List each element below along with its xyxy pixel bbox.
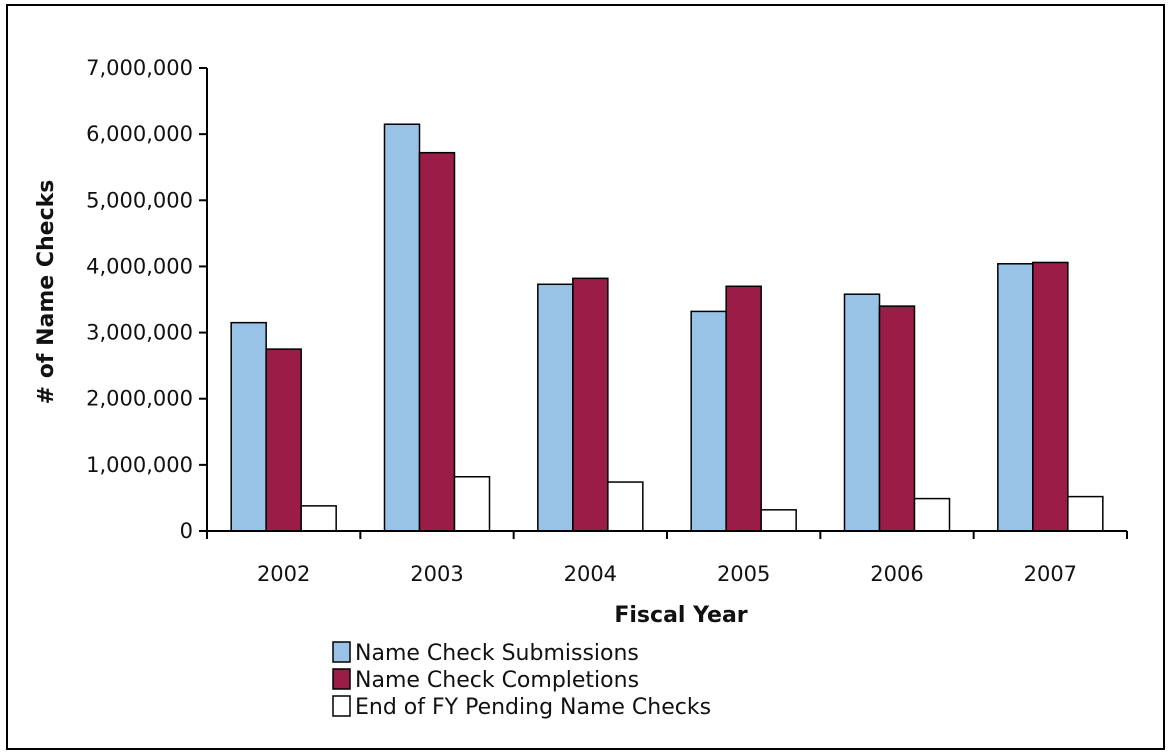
bar-submissions-2006 (843, 293, 881, 532)
bar-pending-2004 (607, 481, 644, 532)
legend-label: End of FY Pending Name Checks (355, 695, 711, 720)
y-tick-label: 2,000,000 (86, 387, 193, 411)
bar-submissions-2002 (230, 321, 267, 532)
y-tick-label: 7,000,000 (86, 56, 193, 80)
axes-group (206, 68, 1127, 532)
y-tick-label: 4,000,000 (86, 254, 193, 278)
legend-swatch (332, 641, 351, 663)
bar-submissions-2005 (690, 310, 727, 532)
x-tick-label: 2007 (1024, 562, 1077, 586)
bar-submissions-2004 (537, 283, 574, 532)
y-tick-label: 5,000,000 (86, 188, 193, 212)
bar-submissions-2003 (383, 123, 421, 532)
x-axis-title: Fiscal Year (614, 603, 747, 628)
x-tick-label: 2004 (564, 562, 617, 586)
bar-pending-2005 (760, 509, 797, 532)
x-tick-label: 2005 (717, 562, 770, 586)
y-axis-title: # of Name Checks (34, 180, 59, 405)
x-tick-label: 2002 (257, 562, 310, 586)
legend-label: Name Check Submissions (355, 641, 639, 666)
legend-swatch (332, 695, 351, 717)
legend-swatch (332, 668, 351, 690)
bar-completions-2005 (725, 285, 762, 532)
bar-completions-2006 (878, 305, 916, 532)
y-tick-label: 0 (180, 519, 193, 543)
bar-pending-2003 (453, 476, 491, 532)
bar-pending-2002 (300, 505, 337, 532)
x-tick-label: 2006 (870, 562, 923, 586)
bar-completions-2004 (572, 277, 609, 532)
y-tick-label: 3,000,000 (86, 321, 193, 345)
bar-pending-2006 (913, 497, 951, 532)
y-ticks-group: 0 1,000,000 2,000,000 3,000,000 4,000,000 5,0… (86, 56, 207, 543)
bar-completions-2002 (265, 348, 302, 532)
bar-submissions-2007 (997, 263, 1034, 532)
x-ticks-group: 2002 2003 2004 2005 2006 2007 (206, 531, 1128, 586)
y-tick-label: 1,000,000 (86, 453, 193, 477)
bar-completions-2003 (418, 151, 456, 532)
bar-pending-2007 (1067, 495, 1104, 532)
y-tick-label: 6,000,000 (86, 122, 193, 146)
bar-completions-2007 (1032, 261, 1069, 532)
x-tick-label: 2003 (410, 562, 463, 586)
bars-group (230, 123, 1104, 532)
legend-label: Name Check Completions (355, 668, 639, 693)
